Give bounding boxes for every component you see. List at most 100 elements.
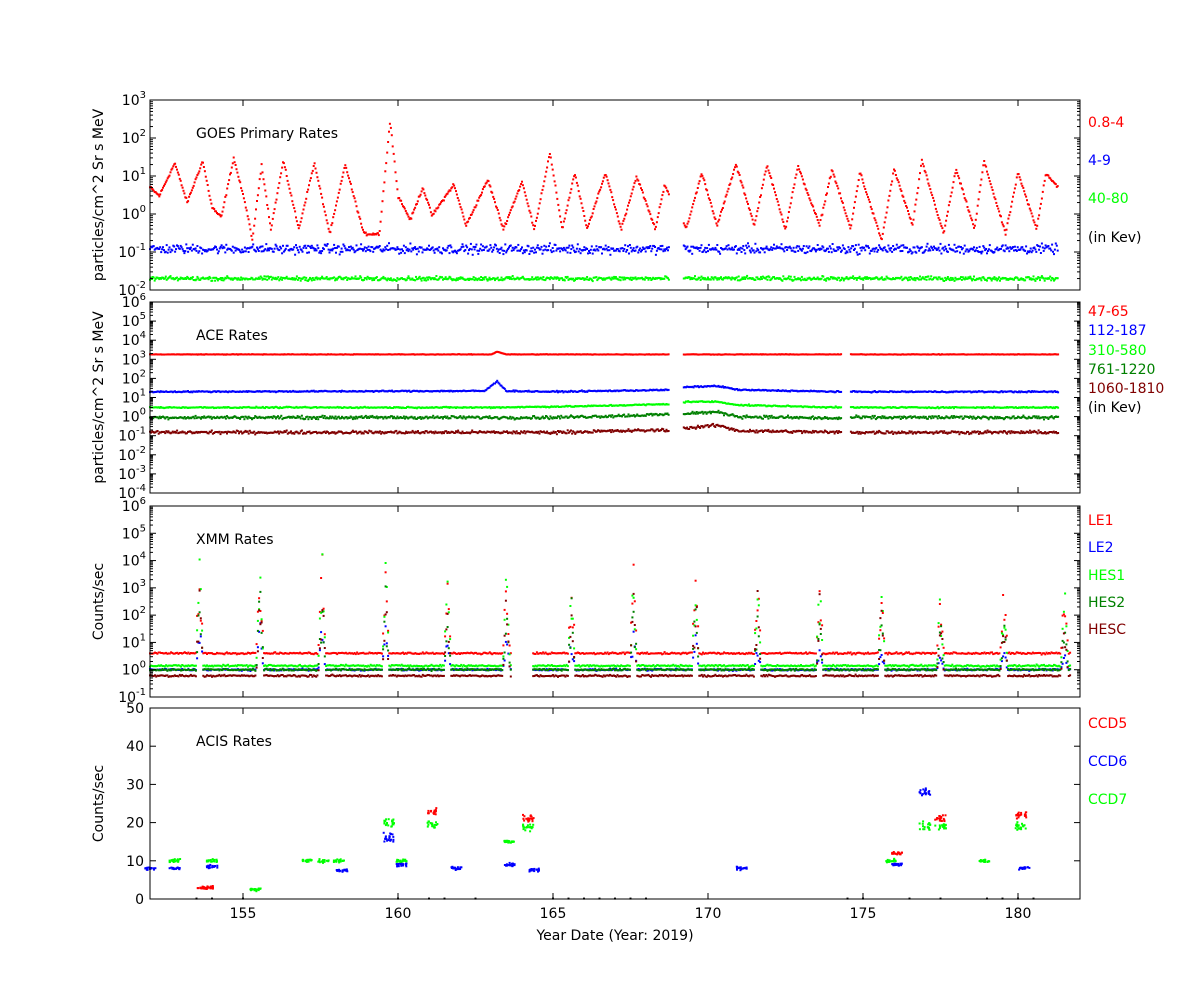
data-point bbox=[462, 215, 465, 218]
data-point bbox=[320, 406, 323, 409]
data-point bbox=[503, 249, 506, 252]
data-point bbox=[1018, 176, 1021, 179]
data-point bbox=[533, 353, 536, 356]
data-point bbox=[467, 277, 470, 280]
data-point bbox=[208, 390, 211, 393]
data-point bbox=[915, 353, 917, 356]
data-point bbox=[649, 388, 652, 391]
data-point bbox=[605, 175, 608, 178]
data-point bbox=[656, 216, 659, 219]
data-point bbox=[176, 276, 178, 279]
data-point bbox=[823, 390, 826, 393]
data-point bbox=[194, 178, 197, 181]
data-point bbox=[733, 168, 735, 171]
data-point bbox=[482, 278, 485, 281]
data-point bbox=[847, 246, 850, 249]
data-point bbox=[702, 177, 705, 180]
data-point bbox=[293, 390, 296, 393]
data-point bbox=[264, 278, 267, 281]
data-point bbox=[937, 353, 940, 356]
data-point bbox=[453, 390, 456, 393]
data-point bbox=[480, 193, 483, 196]
data-point bbox=[523, 406, 526, 409]
data-point bbox=[221, 406, 224, 409]
data-point bbox=[1009, 211, 1012, 214]
data-point bbox=[353, 406, 355, 409]
data-point bbox=[263, 183, 266, 186]
data-point bbox=[280, 390, 283, 393]
data-point bbox=[505, 223, 508, 225]
data-point bbox=[800, 248, 802, 251]
data-point bbox=[468, 279, 470, 281]
data-point bbox=[719, 353, 722, 356]
data-point bbox=[460, 390, 463, 393]
data-point bbox=[583, 278, 586, 281]
data-point bbox=[513, 247, 516, 250]
data-point bbox=[468, 216, 471, 219]
data-point bbox=[693, 277, 696, 280]
data-point bbox=[782, 389, 785, 392]
data-point bbox=[522, 390, 525, 393]
data-point bbox=[201, 406, 204, 409]
data-point bbox=[956, 353, 959, 356]
data-point bbox=[968, 249, 971, 252]
data-point bbox=[262, 390, 265, 393]
data-point bbox=[794, 176, 797, 179]
data-point bbox=[935, 391, 938, 394]
data-point bbox=[654, 228, 656, 231]
data-point bbox=[167, 248, 170, 251]
data-point bbox=[964, 250, 967, 253]
data-point bbox=[210, 406, 213, 409]
data-point bbox=[885, 353, 888, 356]
data-point bbox=[610, 278, 613, 281]
data-point bbox=[342, 406, 345, 409]
data-point bbox=[1025, 195, 1028, 198]
data-point bbox=[773, 243, 775, 246]
data-point bbox=[699, 279, 702, 281]
data-point bbox=[421, 390, 424, 393]
data-point bbox=[653, 353, 656, 356]
data-point bbox=[639, 183, 642, 186]
data-point bbox=[1056, 249, 1059, 252]
data-point bbox=[468, 353, 470, 356]
data-point bbox=[702, 386, 705, 389]
data-point bbox=[884, 278, 887, 281]
data-point bbox=[561, 226, 564, 229]
data-point bbox=[364, 277, 367, 280]
data-point bbox=[340, 247, 343, 250]
data-point bbox=[859, 172, 862, 175]
data-point bbox=[814, 211, 816, 214]
data-point bbox=[654, 388, 657, 391]
data-point bbox=[951, 186, 954, 189]
data-point bbox=[983, 160, 986, 162]
data-point bbox=[541, 353, 544, 356]
data-point bbox=[393, 390, 396, 393]
data-point bbox=[463, 353, 466, 356]
data-point bbox=[496, 379, 499, 382]
data-point bbox=[461, 353, 464, 356]
data-point bbox=[764, 388, 767, 391]
data-point bbox=[957, 174, 960, 177]
data-point bbox=[959, 251, 961, 254]
data-point bbox=[642, 403, 645, 406]
data-point bbox=[953, 390, 955, 393]
data-point bbox=[1003, 250, 1006, 253]
data-point bbox=[489, 353, 492, 356]
data-point bbox=[299, 220, 302, 223]
data-point bbox=[788, 245, 791, 248]
data-point bbox=[767, 389, 770, 392]
data-point bbox=[380, 210, 383, 213]
data-point bbox=[1054, 183, 1057, 186]
data-point bbox=[618, 276, 621, 279]
data-point bbox=[663, 389, 666, 392]
data-point bbox=[690, 210, 693, 213]
data-point bbox=[157, 390, 160, 393]
data-point bbox=[717, 220, 720, 223]
data-point bbox=[758, 201, 761, 204]
data-point bbox=[713, 353, 716, 356]
data-point bbox=[1026, 199, 1028, 202]
data-point bbox=[486, 279, 489, 282]
data-point bbox=[400, 199, 403, 202]
data-point bbox=[466, 390, 469, 392]
data-point bbox=[806, 353, 809, 356]
